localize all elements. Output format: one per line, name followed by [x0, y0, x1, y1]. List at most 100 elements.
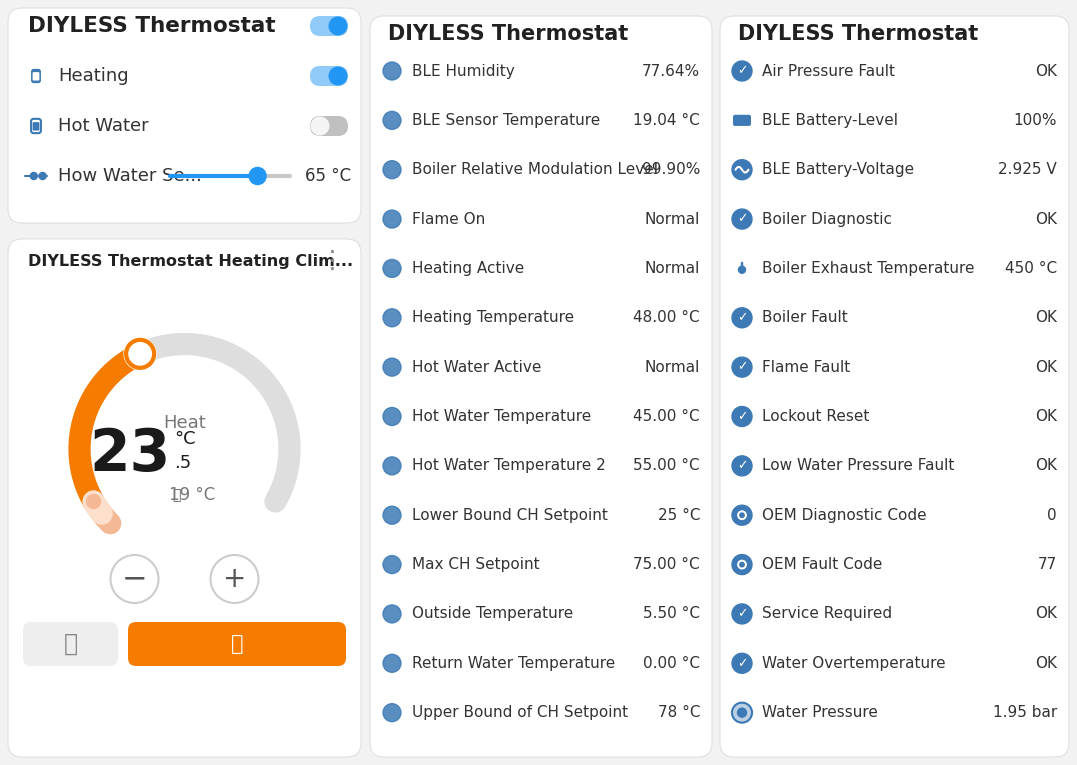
FancyBboxPatch shape [31, 119, 41, 133]
Circle shape [124, 338, 156, 369]
Circle shape [383, 654, 401, 672]
Text: 0.00 °C: 0.00 °C [643, 656, 700, 671]
Text: 48.00 °C: 48.00 °C [633, 311, 700, 325]
Text: ✓: ✓ [737, 213, 747, 226]
Text: Normal: Normal [645, 212, 700, 226]
Circle shape [383, 309, 401, 327]
Text: 99.90%: 99.90% [642, 162, 700, 177]
Text: Heating Active: Heating Active [412, 261, 524, 276]
Text: OEM Fault Code: OEM Fault Code [763, 557, 882, 572]
FancyBboxPatch shape [310, 66, 348, 86]
Circle shape [383, 112, 401, 129]
Circle shape [39, 172, 46, 180]
Text: Boiler Relative Modulation Level: Boiler Relative Modulation Level [412, 162, 658, 177]
Circle shape [738, 561, 746, 568]
Text: ✓: ✓ [737, 311, 747, 324]
Text: −: − [122, 565, 148, 594]
Text: Air Pressure Fault: Air Pressure Fault [763, 63, 895, 79]
FancyBboxPatch shape [128, 622, 346, 666]
Text: 100%: 100% [1013, 113, 1057, 128]
Text: Service Required: Service Required [763, 607, 892, 621]
Text: How Water Se...: How Water Se... [58, 167, 201, 185]
Text: 🔥: 🔥 [230, 634, 243, 654]
Text: Water Pressure: Water Pressure [763, 705, 878, 720]
Text: Normal: Normal [645, 360, 700, 375]
FancyBboxPatch shape [23, 622, 118, 666]
Circle shape [732, 308, 752, 327]
FancyBboxPatch shape [370, 16, 712, 757]
Circle shape [210, 555, 258, 603]
Circle shape [732, 505, 752, 526]
Circle shape [732, 357, 752, 377]
Text: DIYLESS Thermostat: DIYLESS Thermostat [28, 16, 276, 36]
Text: DIYLESS Thermostat: DIYLESS Thermostat [388, 24, 628, 44]
Text: +: + [223, 565, 247, 593]
Text: Boiler Fault: Boiler Fault [763, 311, 848, 325]
Text: OK: OK [1035, 458, 1057, 474]
FancyBboxPatch shape [8, 8, 361, 223]
Text: BLE Battery-Level: BLE Battery-Level [763, 113, 898, 128]
Circle shape [30, 172, 38, 180]
Text: Return Water Temperature: Return Water Temperature [412, 656, 615, 671]
Text: OK: OK [1035, 607, 1057, 621]
Circle shape [732, 61, 752, 81]
Circle shape [739, 266, 745, 273]
Text: 0: 0 [1047, 508, 1057, 522]
Circle shape [732, 702, 752, 723]
Text: ✓: ✓ [737, 459, 747, 472]
Text: 45.00 °C: 45.00 °C [633, 409, 700, 424]
Text: OK: OK [1035, 409, 1057, 424]
Text: 78 °C: 78 °C [657, 705, 700, 720]
Text: DIYLESS Thermostat: DIYLESS Thermostat [738, 24, 978, 44]
Circle shape [128, 342, 152, 366]
Text: Hot Water Active: Hot Water Active [412, 360, 542, 375]
Text: 65 °C: 65 °C [305, 167, 351, 185]
Text: Lower Bound CH Setpoint: Lower Bound CH Setpoint [412, 508, 607, 522]
Circle shape [249, 168, 266, 184]
Text: OK: OK [1035, 63, 1057, 79]
Circle shape [383, 605, 401, 623]
Circle shape [383, 555, 401, 574]
Text: ✓: ✓ [737, 657, 747, 670]
Text: 77.64%: 77.64% [642, 63, 700, 79]
Text: OK: OK [1035, 311, 1057, 325]
Text: 2.925 V: 2.925 V [998, 162, 1057, 177]
Circle shape [740, 562, 744, 567]
Circle shape [383, 161, 401, 179]
FancyBboxPatch shape [310, 116, 348, 136]
Circle shape [732, 555, 752, 575]
Circle shape [383, 457, 401, 475]
FancyBboxPatch shape [8, 239, 361, 757]
Circle shape [111, 555, 158, 603]
FancyBboxPatch shape [741, 262, 743, 269]
Text: BLE Humidity: BLE Humidity [412, 63, 515, 79]
Text: .5: .5 [174, 454, 192, 472]
Text: Flame On: Flame On [412, 212, 486, 226]
Text: OK: OK [1035, 360, 1057, 375]
Text: 5.50 °C: 5.50 °C [643, 607, 700, 621]
Text: ✓: ✓ [737, 64, 747, 77]
Text: Hot Water: Hot Water [58, 117, 149, 135]
Text: 450 °C: 450 °C [1005, 261, 1057, 276]
Text: Max CH Setpoint: Max CH Setpoint [412, 557, 540, 572]
Text: 19 °C: 19 °C [169, 486, 215, 504]
Circle shape [732, 160, 752, 180]
Text: Hot Water Temperature 2: Hot Water Temperature 2 [412, 458, 605, 474]
Circle shape [330, 17, 347, 34]
Text: Boiler Exhaust Temperature: Boiler Exhaust Temperature [763, 261, 975, 276]
Text: Heat: Heat [163, 414, 206, 432]
Circle shape [383, 358, 401, 376]
Text: ✓: ✓ [737, 410, 747, 423]
Text: 77: 77 [1038, 557, 1057, 572]
Circle shape [330, 67, 347, 85]
Circle shape [311, 117, 328, 135]
Circle shape [383, 259, 401, 278]
Text: 1.95 bar: 1.95 bar [993, 705, 1057, 720]
Circle shape [738, 511, 746, 519]
Text: Boiler Diagnostic: Boiler Diagnostic [763, 212, 892, 226]
Text: ✓: ✓ [737, 360, 747, 373]
Circle shape [732, 653, 752, 673]
Text: Normal: Normal [645, 261, 700, 276]
Text: Heating: Heating [58, 67, 128, 85]
Text: DIYLESS Thermostat Heating Clim...: DIYLESS Thermostat Heating Clim... [28, 253, 353, 269]
